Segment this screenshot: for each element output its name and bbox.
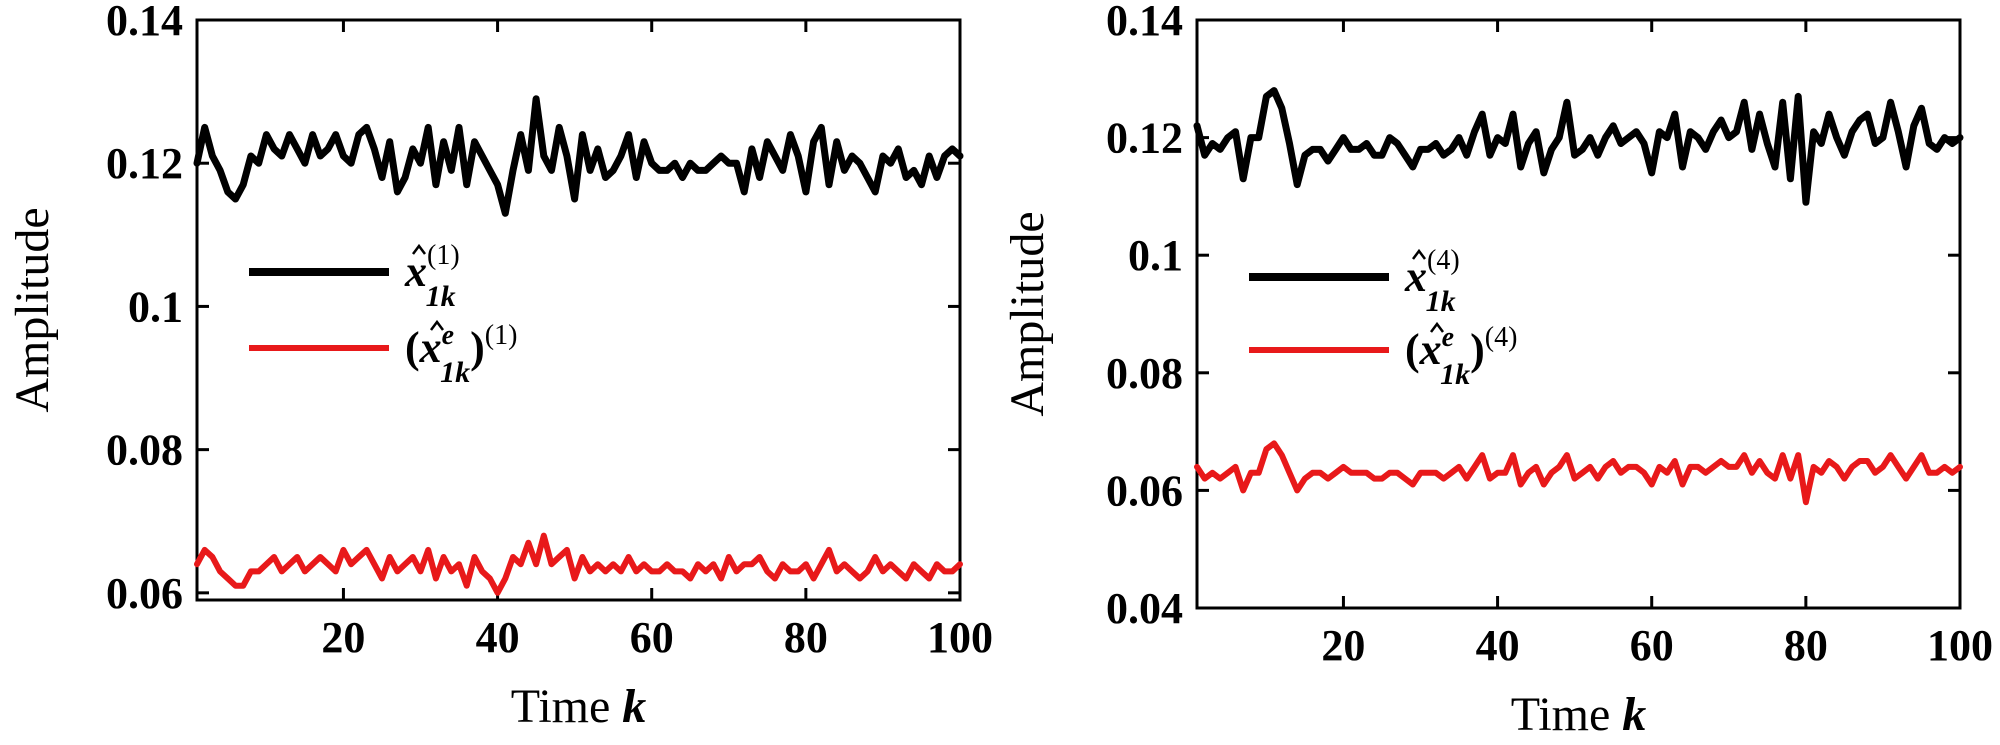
legend-var: x <box>1404 252 1427 301</box>
legend-hat <box>412 243 426 255</box>
legend-label-1: x(4) 1k <box>1404 245 1460 318</box>
y-axis-label: Amplitude <box>1001 211 1054 416</box>
legend-sup-inner: e <box>442 320 454 351</box>
x-tick-label: 80 <box>784 613 828 662</box>
x-tick-label: 100 <box>1927 621 1993 670</box>
series-line-2 <box>1194 440 1963 506</box>
y-tick-label: 0.06 <box>1106 466 1183 515</box>
x-tick-label: 80 <box>1784 621 1828 670</box>
x-axis-label-text: Time <box>1511 688 1611 741</box>
legend-sup: (1) <box>485 320 518 351</box>
x-tick-label: 20 <box>321 613 365 662</box>
x-axis-label: Time k <box>511 680 647 733</box>
legend-sup: (4) <box>1485 322 1518 353</box>
legend-var: x <box>1419 325 1442 374</box>
legend-paren-close: ) <box>470 323 485 372</box>
x-axis-label-var: k <box>622 680 646 733</box>
y-tick-label: 0.14 <box>106 0 183 45</box>
series-line-2 <box>194 532 963 596</box>
y-tick-label: 0.14 <box>1106 0 1183 45</box>
legend-hat <box>430 319 444 331</box>
y-axis-label: Amplitude <box>6 207 59 412</box>
series-line-1 <box>1193 87 1964 206</box>
legend-hat <box>1412 248 1426 260</box>
x-axis-label: Time k <box>1511 688 1647 741</box>
y-tick-label: 0.04 <box>1106 584 1183 633</box>
legend-sup: (4) <box>1427 245 1460 276</box>
y-tick-label: 0.12 <box>1106 114 1183 163</box>
y-tick-label: 0.06 <box>106 569 183 618</box>
chart-panel-2: 0.04 0.06 0.08 0.1 0.12 0.14 20 40 60 80 100 Time k… <box>1001 0 1993 741</box>
y-tick-label: 0.12 <box>106 139 183 188</box>
legend-sub: 1k <box>1440 358 1470 391</box>
legend-sub: 1k <box>1426 285 1456 318</box>
legend-hat <box>1430 321 1444 333</box>
x-tick-label: 20 <box>1321 621 1365 670</box>
legend-label-1: x(1) 1k <box>404 240 460 313</box>
plot-frame <box>195 18 962 602</box>
legend-sup: (1) <box>427 240 460 271</box>
x-tick-label: 40 <box>1476 621 1520 670</box>
x-tick-label: 60 <box>1630 621 1674 670</box>
legend-paren-close: ) <box>1470 325 1485 374</box>
legend-sub: 1k <box>440 356 470 389</box>
x-tick-label: 60 <box>630 613 674 662</box>
legend-sub: 1k <box>426 280 456 313</box>
y-tick-label: 0.08 <box>1106 349 1183 398</box>
chart-panel-1: 0.06 0.08 0.1 0.12 0.14 20 40 60 80 100 Time k Ampl… <box>6 0 993 733</box>
x-axis-label-var: k <box>1622 688 1646 741</box>
legend-paren-open: ( <box>1405 325 1420 374</box>
legend-sup-inner: e <box>1442 322 1454 353</box>
legend-label-2: (xe 1k)(1) <box>405 320 517 389</box>
x-tick-label: 100 <box>927 613 993 662</box>
series-line-1 <box>193 95 964 217</box>
y-tick-label: 0.08 <box>106 426 183 475</box>
legend-var: x <box>404 247 427 296</box>
plot-frame <box>1195 18 1962 610</box>
x-tick-label: 40 <box>476 613 520 662</box>
legend-paren-open: ( <box>405 323 420 372</box>
legend-var: x <box>419 323 442 372</box>
legend-label-2: (xe 1k)(4) <box>1405 322 1517 391</box>
x-axis-label-text: Time <box>511 680 611 733</box>
y-tick-label: 0.1 <box>128 282 183 331</box>
y-tick-label: 0.1 <box>1128 231 1183 280</box>
